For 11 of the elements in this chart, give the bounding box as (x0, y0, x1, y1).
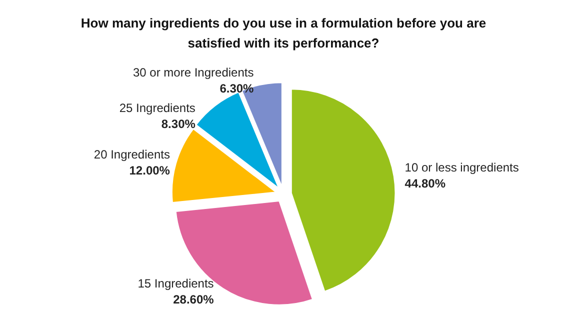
data-label: 28.60% (173, 292, 214, 307)
slice-label: 15 Ingredients (138, 276, 214, 291)
data-label: 8.30% (161, 117, 196, 132)
chart-title: How many ingredients do you use in a formulation before you are satisfied with its performance? (80, 16, 486, 50)
data-label: 12.00% (129, 164, 170, 178)
slice-label: 10 or less ingredients (404, 160, 519, 174)
data-label: 44.80% (404, 176, 446, 190)
slice-label: 25 Ingredients (119, 101, 196, 116)
slice-label: 30 or more Ingredients (132, 66, 254, 80)
slice-label: 20 Ingredients (94, 148, 170, 162)
data-label: 6.30% (220, 82, 254, 96)
